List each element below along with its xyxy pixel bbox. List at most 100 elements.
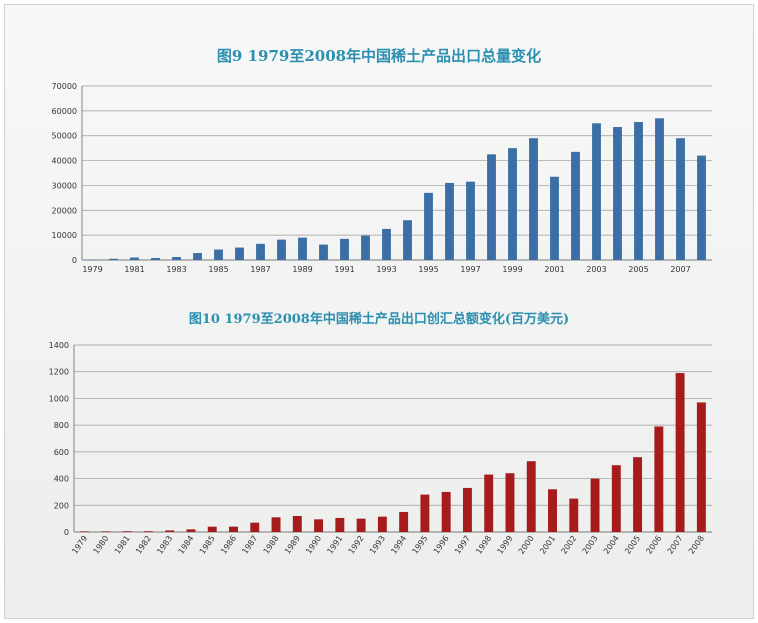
chart2-bar [569, 498, 579, 532]
chart2-bar [250, 522, 260, 532]
chart1-ytick-label: 30000 [52, 181, 77, 190]
chart1-xtick-label: 1989 [292, 265, 312, 274]
chart2-ytick-label: 800 [54, 421, 69, 430]
chart1-xtick-label: 2001 [544, 265, 564, 274]
chart2-bar [80, 531, 90, 532]
chart1-bar [592, 123, 601, 261]
chart2-xtick-label: 1983 [155, 534, 174, 556]
chart1-xtick-label: 1981 [124, 265, 144, 274]
chart1-bar [319, 244, 328, 260]
chart2-xtick-label: 1993 [368, 534, 387, 556]
chart2-xtick-label: 2001 [538, 534, 557, 556]
chart1-xtick-label: 2003 [586, 265, 606, 274]
chart2-xtick-label: 2006 [644, 534, 663, 556]
chart2-xtick-label: 1999 [496, 534, 515, 556]
chart1-ytick-label: 0 [72, 256, 77, 265]
chart2-xtick-label: 1992 [347, 534, 366, 556]
chart2-xtick-label: 1995 [410, 534, 429, 556]
chart1-xtick-label: 1983 [166, 265, 186, 274]
chart1-bar [571, 151, 580, 260]
chart2-xtick-label: 1998 [474, 534, 493, 556]
chart2-xtick-label: 1997 [453, 534, 472, 556]
chart1-bar [634, 122, 643, 261]
chart2-bar [207, 526, 217, 532]
chart2-ytick-label: 1400 [49, 341, 69, 350]
chart2-ytick-label: 0 [64, 528, 69, 537]
chart2-xtick-label: 2004 [602, 534, 621, 556]
chart2-bar [122, 531, 132, 532]
chart2-ytick-label: 1000 [49, 394, 69, 403]
chart1-bar [235, 247, 244, 260]
chart2-xtick-label: 1981 [113, 534, 132, 556]
chart2-bar [335, 517, 345, 532]
chart1-bar [256, 243, 265, 260]
chart2-xtick-label: 2002 [559, 534, 578, 556]
chart1-bar [466, 181, 475, 260]
chart1-bar [214, 249, 223, 260]
chart1-bar [298, 237, 307, 260]
chart1-bar [508, 148, 517, 260]
chart2-bar [292, 515, 302, 532]
chart1-xtick-label: 1985 [208, 265, 228, 274]
chart2-bar [675, 373, 685, 532]
chart1-bar [424, 192, 433, 260]
chart1-xtick-label: 1999 [502, 265, 522, 274]
chart1-bar [109, 258, 118, 260]
chart2-bar [271, 517, 281, 532]
chart2-bar [229, 526, 238, 532]
chart1-xtick-label: 1979 [82, 265, 102, 274]
chart2-bar [696, 402, 706, 532]
chart2-xtick-label: 2000 [517, 534, 536, 556]
chart2-bar [654, 426, 664, 532]
chart2-xtick-label: 1989 [283, 534, 302, 556]
chart2-ytick-label: 600 [54, 448, 69, 457]
chart1-ytick-label: 50000 [52, 132, 77, 141]
chart1-xtick-label: 1993 [376, 265, 396, 274]
chart1-bar [130, 257, 139, 260]
chart1-xtick-label: 1995 [418, 265, 438, 274]
chart1-ytick-label: 60000 [52, 107, 77, 116]
chart1-ytick-label: 70000 [52, 82, 77, 91]
chart1-bar [277, 239, 286, 260]
chart1-xtick-label: 1987 [250, 265, 270, 274]
chart2-title: 图10 1979至2008年中国稀土产品出口创汇总额变化(百万美元) [188, 312, 570, 327]
chart1-bar [172, 257, 181, 260]
chart1-bar [193, 253, 202, 260]
chart1-bar [340, 238, 349, 260]
chart1-bar [550, 176, 559, 260]
chart1-bar [529, 138, 538, 260]
chart1-bar [403, 220, 412, 260]
chart1-ytick-label: 10000 [52, 231, 77, 240]
chart2-xtick-label: 2005 [623, 534, 642, 556]
chart1-xtick-label: 1997 [460, 265, 480, 274]
chart2-bar [548, 489, 557, 532]
chart1-bar [613, 127, 622, 260]
figure-frame [4, 4, 754, 619]
chart1-xtick-label: 2005 [628, 265, 648, 274]
chart2-xtick-label: 2003 [581, 534, 600, 556]
chart2-xtick-label: 1996 [432, 534, 451, 556]
chart2-xtick-label: 1991 [325, 534, 344, 556]
chart2-bar [505, 473, 515, 532]
chart2-xtick-label: 1994 [389, 534, 408, 556]
chart2-xtick-label: 1988 [262, 534, 281, 556]
chart2-xtick-label: 1980 [91, 534, 110, 556]
chart1-bar [361, 235, 370, 260]
chart2-bar [590, 478, 600, 532]
chart2-xtick-label: 2007 [666, 534, 685, 556]
chart2-xtick-label: 2008 [687, 534, 706, 556]
chart1-ytick-label: 20000 [52, 206, 77, 215]
chart2-bar [611, 465, 621, 532]
chart2-bar [314, 519, 324, 532]
chart1-bar [382, 228, 391, 260]
chart2-xtick-label: 1979 [70, 534, 89, 556]
chart1-bar [151, 258, 160, 260]
chart1-ytick-label: 40000 [52, 157, 77, 166]
chart2-xtick-label: 1984 [177, 534, 196, 556]
chart2-bar [420, 494, 430, 532]
chart2-xtick-label: 1985 [198, 534, 217, 556]
chart2-bar [377, 516, 387, 532]
chart2-xtick-label: 1990 [304, 534, 323, 556]
chart1-bar [88, 259, 97, 261]
